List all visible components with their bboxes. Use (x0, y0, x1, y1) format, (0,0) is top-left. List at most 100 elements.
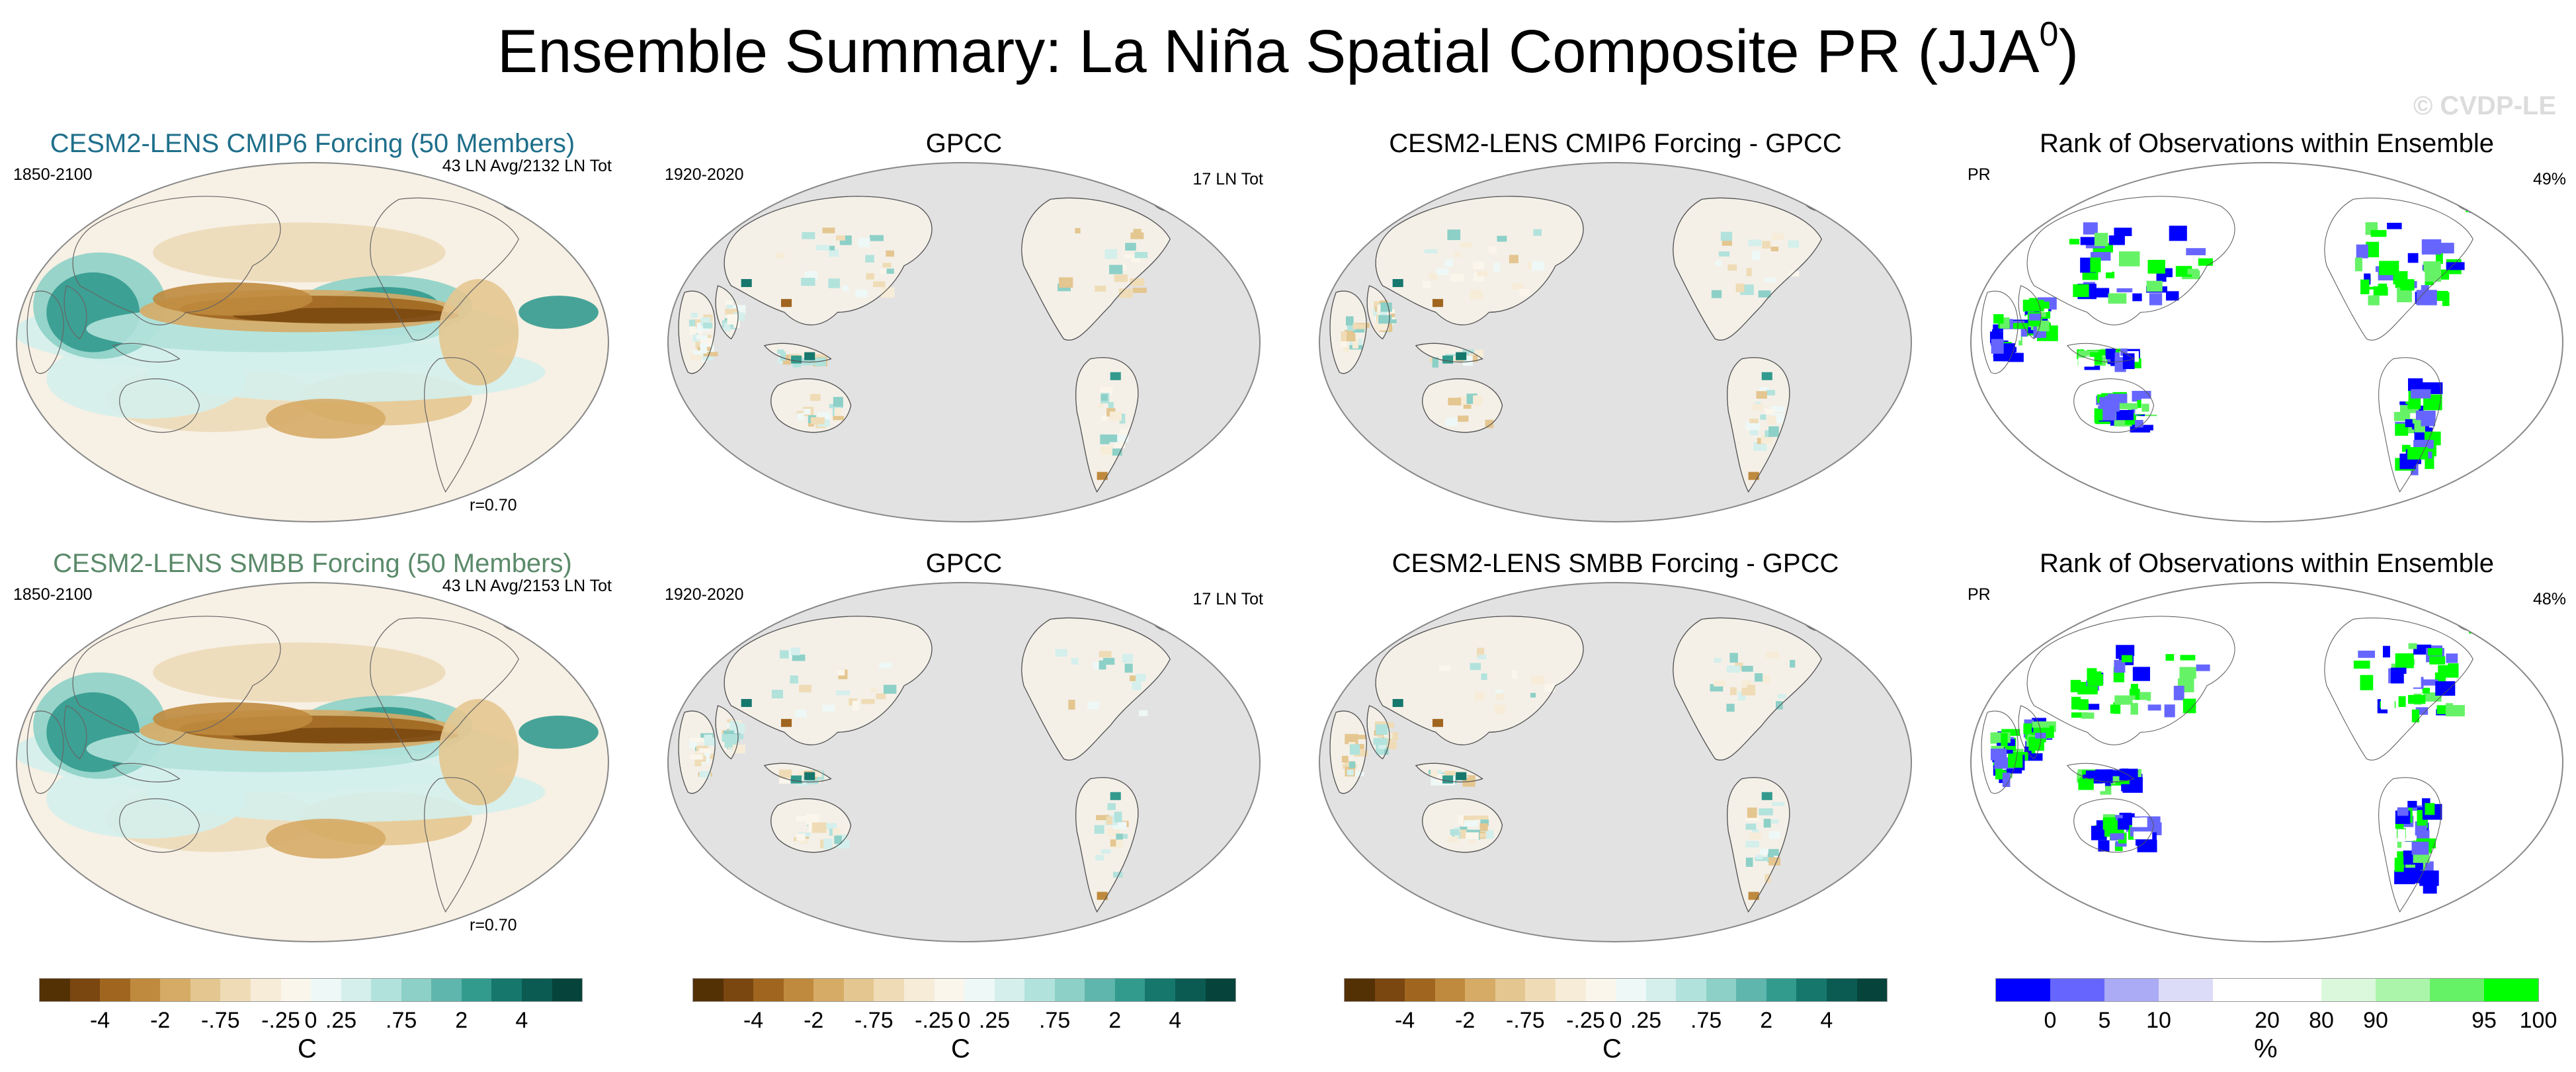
panel-count-label: 48% (2532, 590, 2566, 608)
colorbar-tick-label: 20 (2255, 1008, 2280, 1033)
diff-map (1319, 581, 1912, 943)
colorbar-swatch (1525, 979, 1556, 1001)
panel-period-label: 1850-2100 (13, 585, 93, 604)
colorbar-swatch (1676, 979, 1706, 1001)
model-map (16, 581, 609, 943)
panel-period-label: PR (1968, 585, 1991, 604)
panel-title: CESM2-LENS SMBB Forcing - GPCC (1392, 549, 1839, 578)
colorbar-swatch (1175, 979, 1206, 1001)
colorbar-tick-label: 90 (2363, 1008, 2388, 1033)
colorbar-swatch (2484, 979, 2538, 1001)
colorbar-tick-label: 2 (1108, 1008, 1122, 1033)
colorbar-swatch (100, 979, 130, 1001)
colorbar-swatch (2430, 979, 2484, 1001)
panel-title: CESM2-LENS CMIP6 Forcing - GPCC (1389, 129, 1842, 158)
colorbar-swatch (2321, 979, 2376, 1001)
colorbar-swatch (1645, 979, 1677, 1001)
colorbar (1995, 978, 2539, 1002)
colorbar-swatch (431, 979, 462, 1001)
title-close: ) (2058, 18, 2079, 85)
colorbar-swatch (491, 979, 522, 1001)
colorbar-tick-label: 0 (1609, 1008, 1622, 1033)
colorbar-unit: C (1602, 1034, 1622, 1063)
watermark: © CVDP-LE (2413, 91, 2556, 120)
title-text: Ensemble Summary: La Niña Spatial Compos… (497, 18, 2040, 85)
colorbar-tick-label: .75 (386, 1008, 417, 1033)
colorbar-tick-label: 4 (1820, 1008, 1833, 1033)
colorbar-tick-label: .25 (1630, 1008, 1662, 1033)
colorbar-tick-label: .75 (1690, 1008, 1722, 1033)
colorbar (1344, 978, 1888, 1002)
colorbar-swatch (1434, 979, 1466, 1001)
colorbar-swatch (2213, 979, 2267, 1001)
panel-period-label: 1920-2020 (665, 165, 744, 184)
colorbar-swatch (964, 979, 995, 1001)
colorbar-swatch (2050, 979, 2104, 1001)
panel-period-label: 1920-2020 (665, 585, 744, 604)
colorbar-swatch (1555, 979, 1586, 1001)
panel-count-label: 43 LN Avg/2153 LN Tot (442, 577, 612, 595)
colorbar-tick-label: -4 (1394, 1008, 1415, 1033)
rank-map (1970, 581, 2563, 943)
colorbar-tick-label: 10 (2146, 1008, 2171, 1033)
colorbar-swatch (1996, 979, 2050, 1001)
panel-count-label: 49% (2532, 170, 2566, 188)
panel-title: CESM2-LENS CMIP6 Forcing (50 Members) (50, 129, 575, 158)
colorbar-swatch (813, 979, 844, 1001)
colorbar-tick-label: 2 (455, 1008, 468, 1033)
obs-map (667, 581, 1261, 943)
colorbar-swatch (311, 979, 341, 1001)
colorbar-tick-label: 2 (1760, 1008, 1773, 1033)
colorbar-swatch (461, 979, 492, 1001)
colorbar-swatch (280, 979, 312, 1001)
colorbar-swatch (1766, 979, 1797, 1001)
panel-count-label: 17 LN Tot (1192, 590, 1263, 608)
colorbar-tick-label: -.25 (915, 1008, 954, 1033)
colorbar-swatch (1085, 979, 1115, 1001)
colorbar-swatch (341, 979, 372, 1001)
colorbar-swatch (1054, 979, 1085, 1001)
colorbar-swatch (401, 979, 432, 1001)
colorbar-tick-label: .75 (1039, 1008, 1071, 1033)
colorbar-swatch (371, 979, 401, 1001)
colorbar-swatch (843, 979, 874, 1001)
colorbar-tick-label: 4 (515, 1008, 528, 1033)
colorbar-tick-label: 0 (958, 1008, 971, 1033)
colorbar-tick-label: -2 (150, 1008, 171, 1033)
panel-count-label: 43 LN Avg/2132 LN Tot (442, 157, 612, 175)
colorbar-swatch (1706, 979, 1737, 1001)
colorbar-swatch (1585, 979, 1616, 1001)
colorbar-tick-label: -.25 (261, 1008, 300, 1033)
colorbar-swatch (160, 979, 190, 1001)
rank-map (1970, 161, 2563, 523)
pattern-correlation-label: r=0.70 (470, 496, 517, 515)
colorbar-swatch (874, 979, 904, 1001)
colorbar-tick-label: -2 (1455, 1008, 1475, 1033)
title-superscript: 0 (2039, 15, 2059, 54)
colorbar-swatch (130, 979, 161, 1001)
colorbar-swatch (994, 979, 1025, 1001)
colorbar-swatch (1616, 979, 1646, 1001)
panel-title: Rank of Observations within Ensemble (2040, 549, 2494, 578)
colorbar-tick-label: -4 (743, 1008, 764, 1033)
panel-title: Rank of Observations within Ensemble (2040, 129, 2494, 158)
panel-title: GPCC (925, 549, 1003, 578)
colorbar-tick-label: -.75 (201, 1008, 240, 1033)
panel-count-label: 17 LN Tot (1192, 170, 1263, 188)
colorbar-tick-label: 5 (2098, 1008, 2111, 1033)
colorbar-swatch (1205, 979, 1236, 1001)
colorbar-swatch (40, 979, 70, 1001)
colorbar (39, 978, 583, 1002)
page-title: Ensemble Summary: La Niña Spatial Compos… (0, 15, 2576, 87)
colorbar-tick-label: 80 (2309, 1008, 2334, 1033)
colorbar-unit: C (951, 1034, 970, 1063)
colorbar-swatch (1736, 979, 1766, 1001)
colorbar-tick-label: .25 (325, 1008, 357, 1033)
colorbar-swatch (1827, 979, 1857, 1001)
colorbar-swatch (552, 979, 583, 1001)
colorbar-swatch (220, 979, 251, 1001)
colorbar-unit: C (298, 1034, 317, 1063)
colorbar-swatch (2267, 979, 2321, 1001)
obs-map (667, 161, 1261, 523)
colorbar-swatch (1796, 979, 1827, 1001)
